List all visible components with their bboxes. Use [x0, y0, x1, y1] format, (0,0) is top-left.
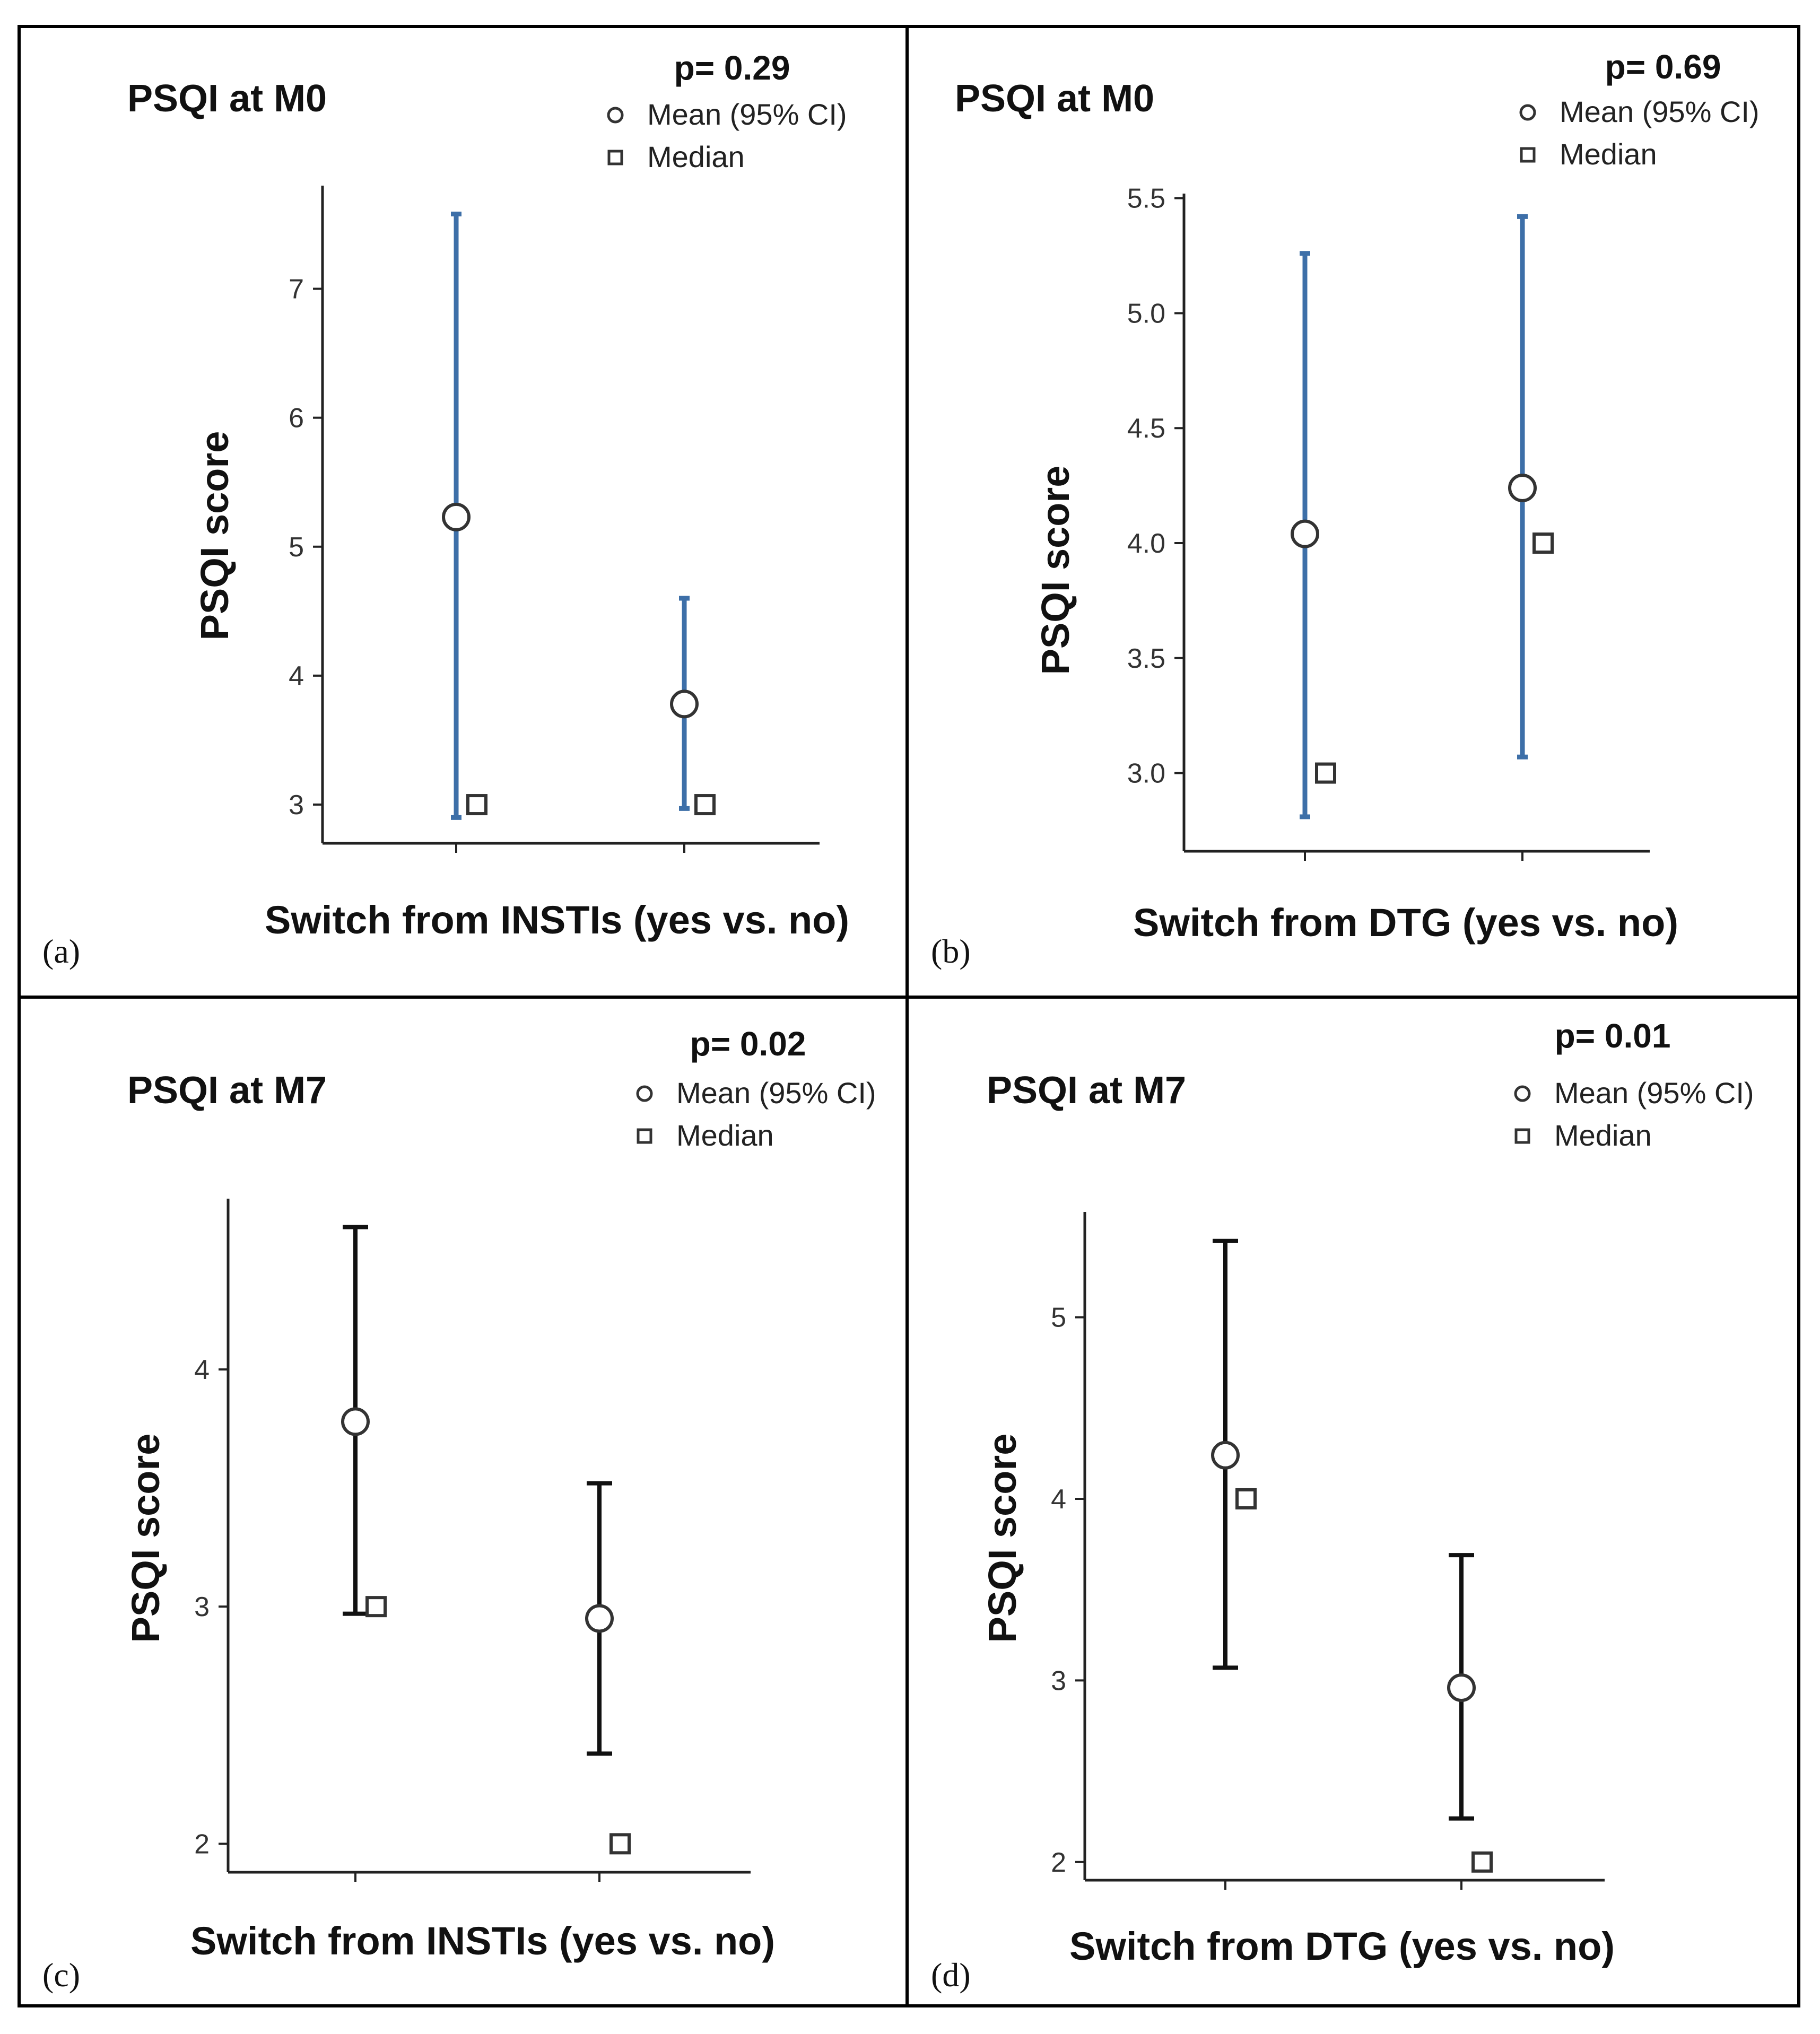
panel-label: (b)	[931, 932, 971, 970]
y-tick-label: 5	[1051, 1303, 1066, 1333]
legend: Mean (95% CI) Median	[1519, 95, 1760, 171]
y-tick-label: 3.0	[1127, 758, 1165, 789]
legend-median-marker	[607, 150, 623, 165]
panel-label: (d)	[931, 1956, 971, 1994]
y-tick-label: 5.0	[1127, 298, 1165, 329]
panel-d: PSQI at M7 p= 0.01 (d) Mean (95% CI) Median 2…	[931, 1017, 1754, 1994]
x-axis-label: Switch from DTG (yes vs. no)	[1069, 1924, 1615, 1968]
legend-median-marker	[1520, 147, 1536, 163]
p-value: p= 0.01	[1555, 1017, 1671, 1055]
y-axis-label: PSQI score	[1033, 466, 1077, 675]
x-axis-label: Switch from INSTIs (yes vs. no)	[190, 1919, 775, 1963]
legend-median-label: Median	[647, 140, 745, 173]
legend-mean-label: Mean (95% CI)	[676, 1076, 876, 1110]
median-marker-yes	[1315, 762, 1336, 784]
panel-b: PSQI at M0 p= 0.69 (b) Mean (95% CI) Median 3…	[931, 48, 1760, 970]
y-tick-label: 2	[194, 1829, 210, 1860]
mean-marker-yes	[341, 1407, 370, 1436]
legend-median-marker	[637, 1128, 652, 1144]
figure-border	[18, 25, 1800, 2007]
median-marker-no	[1471, 1851, 1493, 1873]
mean-marker-no	[670, 689, 699, 719]
y-tick-label: 5	[289, 532, 304, 563]
legend-median-label: Median	[1560, 137, 1657, 171]
y-tick-label: 4.5	[1127, 413, 1165, 444]
panel-c: PSQI at M7 p= 0.02 (c) Mean (95% CI) Median 2…	[42, 1025, 876, 1994]
legend-mean-label: Mean (95% CI)	[647, 98, 847, 131]
median-marker-no	[1532, 532, 1554, 554]
chart-title: PSQI at M0	[955, 77, 1154, 120]
y-axis-label: PSQI score	[124, 1434, 168, 1643]
mean-marker-no	[1447, 1673, 1476, 1703]
legend-median-label: Median	[1554, 1119, 1652, 1152]
y-tick-label: 4	[289, 661, 304, 692]
panel-label: (c)	[42, 1956, 80, 1994]
legend-mean-marker	[636, 1085, 653, 1102]
y-tick-label: 3	[1051, 1665, 1066, 1696]
chart-title: PSQI at M7	[127, 1069, 327, 1112]
y-tick-label: 4	[194, 1355, 210, 1385]
legend-mean-marker	[1514, 1085, 1531, 1102]
legend-median-marker	[1514, 1128, 1530, 1144]
y-axis-label: PSQI score	[980, 1434, 1024, 1643]
mean-marker-yes	[1291, 519, 1319, 548]
y-tick-label: 3.5	[1127, 643, 1165, 674]
y-tick-label: 3	[289, 790, 304, 820]
median-marker-no	[694, 794, 716, 816]
median-marker-no	[609, 1833, 631, 1855]
chart-title: PSQI at M0	[127, 77, 327, 120]
y-tick-label: 4	[1051, 1484, 1066, 1515]
y-tick-label: 3	[194, 1592, 210, 1622]
legend-mean-marker	[607, 107, 624, 124]
legend-mean-label: Mean (95% CI)	[1560, 95, 1760, 128]
p-value: p= 0.29	[674, 49, 790, 87]
mean-marker-no	[585, 1604, 614, 1633]
y-tick-label: 5.5	[1127, 184, 1165, 214]
x-axis-label: Switch from DTG (yes vs. no)	[1133, 901, 1678, 945]
median-marker-yes	[1235, 1488, 1257, 1509]
legend-mean-marker	[1519, 104, 1536, 121]
x-axis-label: Switch from INSTIs (yes vs. no)	[265, 898, 849, 942]
p-value: p= 0.02	[690, 1025, 806, 1063]
y-tick-label: 4.0	[1127, 528, 1165, 559]
mean-marker-no	[1508, 473, 1537, 502]
panel-label: (a)	[42, 932, 80, 970]
chart-title: PSQI at M7	[987, 1069, 1186, 1112]
legend: Mean (95% CI) Median	[607, 98, 847, 173]
median-marker-yes	[466, 794, 487, 816]
panel-a: PSQI at M0 p= 0.29 (a) Mean (95% CI) Median 3…	[42, 49, 849, 970]
legend-median-label: Median	[676, 1119, 774, 1152]
y-tick-label: 2	[1051, 1847, 1066, 1878]
y-tick-label: 6	[289, 403, 304, 434]
y-axis-label: PSQI score	[193, 431, 237, 641]
mean-marker-yes	[442, 502, 471, 531]
p-value: p= 0.69	[1605, 48, 1721, 86]
median-marker-yes	[365, 1596, 387, 1618]
legend: Mean (95% CI) Median	[1514, 1076, 1754, 1152]
mean-marker-yes	[1211, 1441, 1240, 1470]
y-tick-label: 7	[289, 274, 304, 305]
legend-mean-label: Mean (95% CI)	[1554, 1076, 1754, 1110]
legend: Mean (95% CI) Median	[636, 1076, 876, 1152]
